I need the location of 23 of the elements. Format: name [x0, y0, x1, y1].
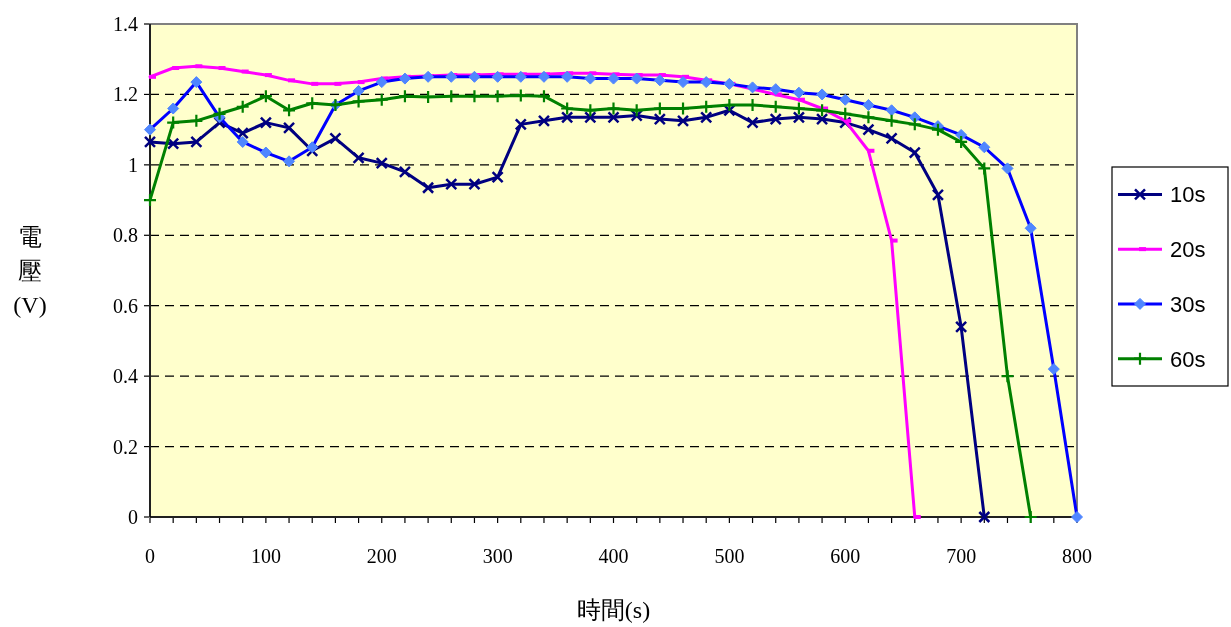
x-tick-label: 100	[250, 545, 281, 567]
x-axis-title: 時間(s)	[576, 597, 651, 623]
x-tick-label: 700	[946, 545, 977, 567]
x-tick-label: 600	[830, 545, 861, 567]
x-tick-label: 0	[145, 545, 155, 567]
y-tick-label: 1	[128, 153, 138, 176]
legend-label: 60s	[1170, 346, 1206, 372]
legend-label: 20s	[1170, 237, 1206, 263]
y-tick-label: 0	[128, 506, 138, 528]
y-axis-title: 電壓(V)	[13, 223, 47, 318]
legend-label: 10s	[1170, 182, 1206, 208]
x-tick-label: 800	[1062, 545, 1092, 567]
y-tick-label: 0.6	[113, 294, 138, 317]
y-tick-label: 0.4	[113, 365, 138, 388]
y-tick-label: 1.4	[113, 13, 138, 35]
x-tick-label: 300	[482, 545, 513, 567]
x-tick-label: 200	[366, 545, 397, 567]
y-tick-label: 1.2	[113, 83, 138, 106]
y-tick-label: 0.8	[113, 224, 138, 247]
y-tick-label: 0.2	[113, 435, 138, 458]
x-tick-label: 400	[598, 545, 629, 567]
x-tick-label: 500	[714, 545, 745, 567]
legend-label: 30s	[1170, 291, 1206, 317]
